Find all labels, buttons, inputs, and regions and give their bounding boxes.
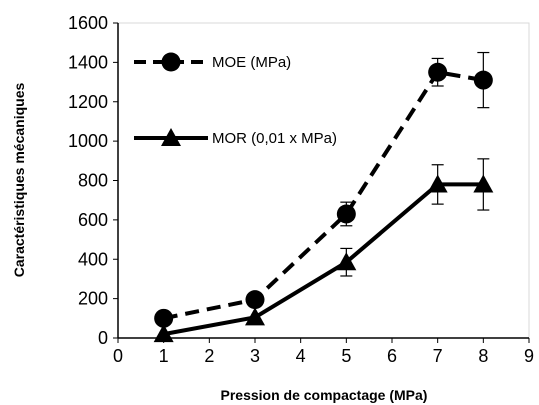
legend-marker — [161, 52, 181, 72]
x-tick-label: 7 — [433, 346, 443, 366]
y-tick-label: 400 — [78, 249, 108, 269]
legend-label: MOE (MPa) — [212, 54, 291, 71]
series-line — [163, 182, 484, 337]
y-axis-title: Caractéristiques mécaniques — [11, 83, 27, 278]
y-tick-label: 600 — [78, 210, 108, 230]
y-tick-label: 1600 — [68, 13, 108, 33]
y-tick-label: 200 — [78, 289, 108, 309]
plot-frame — [117, 22, 530, 339]
y-tick-label: 1200 — [68, 92, 108, 112]
x-tick-label: 5 — [341, 346, 351, 366]
data-point — [336, 204, 356, 224]
data-point — [473, 174, 494, 193]
x-tick-label: 4 — [296, 346, 306, 366]
y-tick-label: 0 — [98, 328, 108, 348]
series-2 — [153, 158, 494, 343]
legend-label: MOR (0,01 x MPa) — [212, 130, 337, 147]
y-tick-label: 1400 — [68, 52, 108, 72]
data-point — [427, 174, 448, 193]
data-point — [153, 324, 174, 343]
series-layer — [153, 51, 494, 343]
y-tick-label: 800 — [78, 171, 108, 191]
x-tick-label: 8 — [478, 346, 488, 366]
series-1 — [154, 51, 493, 328]
x-axis-title: Pression de compactage (MPa) — [221, 387, 428, 403]
legend-marker — [161, 128, 181, 146]
data-point — [336, 252, 357, 271]
series-line — [163, 70, 484, 321]
data-point — [154, 308, 174, 328]
data-point — [245, 290, 265, 310]
data-point — [428, 62, 448, 82]
x-tick-label: 9 — [524, 346, 534, 366]
x-tick-label: 6 — [387, 346, 397, 366]
x-tick-label: 3 — [250, 346, 260, 366]
y-tick-label: 1000 — [68, 131, 108, 151]
x-tick-label: 1 — [159, 346, 169, 366]
x-tick-label: 0 — [113, 346, 123, 366]
data-point — [245, 307, 265, 326]
axes: 0 200 400 600 800 1000 1200 1400 1600 0 1 2 3 4 5 6 7 8 9 — [68, 13, 534, 366]
x-tick-label: 2 — [204, 346, 214, 366]
data-point — [473, 70, 493, 90]
legend: MOE (MPa) MOR (0,01 x MPa) — [134, 52, 337, 147]
